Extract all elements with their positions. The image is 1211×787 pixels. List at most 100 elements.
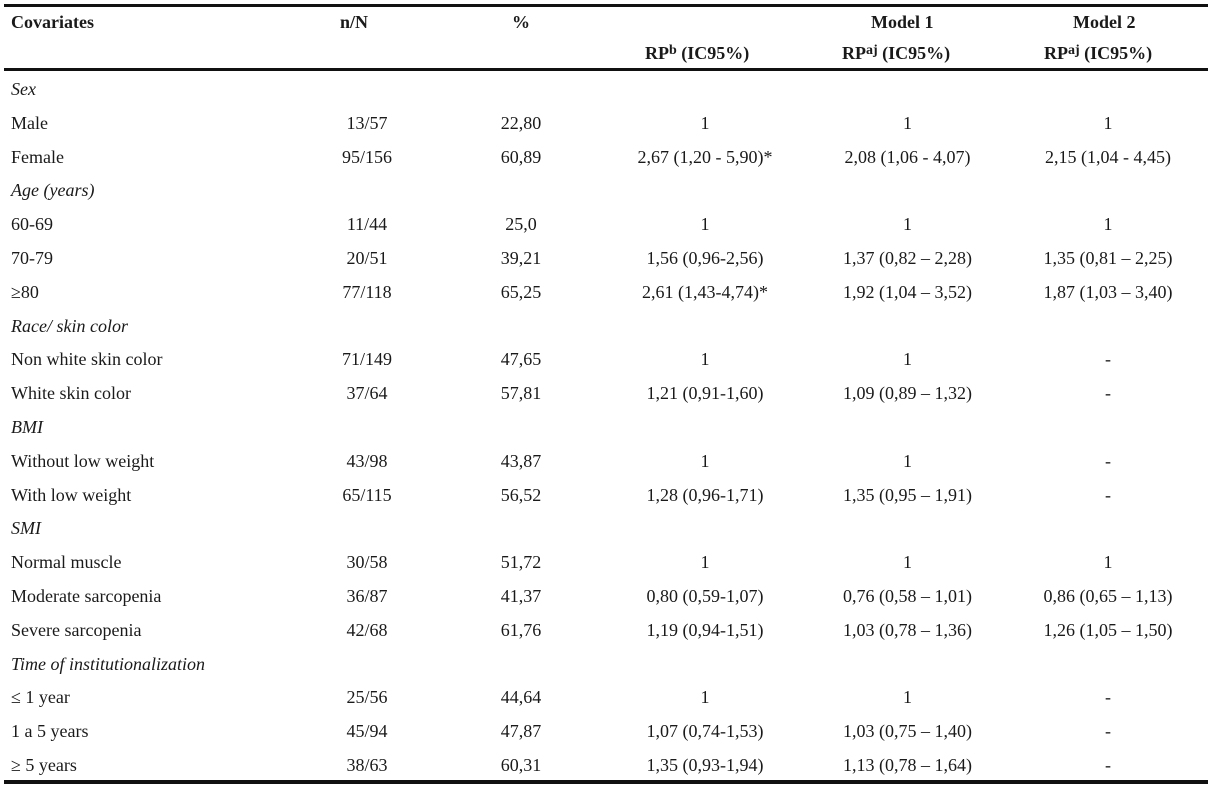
rp-label: RP xyxy=(645,43,669,63)
section-row: Race/ skin color xyxy=(0,309,1211,343)
covariate-label: Non white skin color xyxy=(11,349,163,370)
covariate-label: 60-69 xyxy=(11,214,53,235)
covariate-group-label: SMI xyxy=(11,518,41,539)
rp-superscript: b xyxy=(669,43,677,58)
rp-crude-cell: 1,28 (0,96-1,71) xyxy=(646,484,764,505)
n-over-n-cell: 43/98 xyxy=(346,450,388,471)
model-1-cell: 1 xyxy=(903,552,912,573)
header-covariates: Covariates xyxy=(11,12,94,32)
model-1-cell: 1 xyxy=(903,687,912,708)
table-header-rule xyxy=(4,68,1208,71)
rp-crude-cell: 1 xyxy=(700,214,710,235)
table-row: ≥ 5 years 38/63 60,31 1,35 (0,93-1,94) 1,13 … xyxy=(0,748,1211,782)
table-row: Normal muscle 30/58 51,72 1 1 1 xyxy=(0,545,1211,579)
table-top-rule xyxy=(4,4,1208,7)
rp-crude-cell: 2,67 (1,20 - 5,90)* xyxy=(637,146,773,167)
percent-cell: 57,81 xyxy=(500,383,542,404)
percent-cell: 65,25 xyxy=(500,281,542,302)
percent-cell: 61,76 xyxy=(500,619,542,640)
percent-cell: 47,87 xyxy=(500,721,542,742)
rp-suffix: (IC95%) xyxy=(676,43,750,63)
model-2-cell: 0,86 (0,65 – 1,13) xyxy=(1043,585,1173,606)
model-2-cell: - xyxy=(1105,484,1111,505)
covariate-label: Without low weight xyxy=(11,450,155,471)
header-n-over-n: n/N xyxy=(340,12,369,32)
rp-crude-cell: 1,35 (0,93-1,94) xyxy=(646,754,764,775)
n-over-n-cell: 42/68 xyxy=(346,619,388,640)
n-over-n-cell: 13/57 xyxy=(346,112,388,133)
model-2-cell: - xyxy=(1105,349,1111,370)
percent-cell: 22,80 xyxy=(500,112,542,133)
rp-crude-cell: 1,19 (0,94-1,51) xyxy=(646,619,764,640)
rp-superscript: aj xyxy=(866,43,878,58)
table-row: ≥80 77/118 65,25 2,61 (1,43-4,74)* 1,92 (1,0… xyxy=(0,275,1211,309)
rp-crude-cell: 1,56 (0,96-2,56) xyxy=(646,247,764,268)
covariate-group-label: BMI xyxy=(11,416,43,437)
covariate-label: ≤ 1 year xyxy=(11,687,70,708)
n-over-n-cell: 71/149 xyxy=(341,349,392,370)
rp-crude-cell: 1,21 (0,91-1,60) xyxy=(646,383,764,404)
rp-label: RP xyxy=(1044,43,1068,63)
model-2-cell: 1,35 (0,81 – 2,25) xyxy=(1043,247,1173,268)
covariate-label: 70-79 xyxy=(11,247,53,268)
model-2-cell: 1,26 (1,05 – 1,50) xyxy=(1043,619,1173,640)
table-row: Without low weight 43/98 43,87 1 1 - xyxy=(0,444,1211,478)
model-2-cell: - xyxy=(1105,754,1111,775)
n-over-n-cell: 65/115 xyxy=(342,484,392,505)
table-bottom-rule xyxy=(4,780,1208,784)
n-over-n-cell: 77/118 xyxy=(342,281,392,302)
model-1-cell: 0,76 (0,58 – 1,01) xyxy=(843,585,972,606)
model-2-cell: 1 xyxy=(1103,214,1113,235)
rp-crude-cell: 0,80 (0,59-1,07) xyxy=(646,585,764,606)
n-over-n-cell: 20/51 xyxy=(346,247,388,268)
model-1-cell: 1 xyxy=(903,349,912,370)
model-1-cell: 1,03 (0,75 – 1,40) xyxy=(843,721,972,742)
rp-crude-cell: 1 xyxy=(700,450,710,471)
table-row: ≤ 1 year 25/56 44,64 1 1 - xyxy=(0,680,1211,714)
percent-cell: 43,87 xyxy=(500,450,542,471)
table-row: White skin color 37/64 57,81 1,21 (0,91-1,6… xyxy=(0,376,1211,410)
model-1-cell: 1 xyxy=(903,214,912,235)
percent-cell: 44,64 xyxy=(500,687,542,708)
rp-crude-cell: 1 xyxy=(700,552,710,573)
percent-cell: 39,21 xyxy=(500,247,542,268)
covariate-label: Moderate sarcopenia xyxy=(11,585,162,606)
table-row: Female 95/156 60,89 2,67 (1,20 - 5,90)* 2,08… xyxy=(0,140,1211,174)
header-percent: % xyxy=(512,12,530,32)
model-1-cell: 2,08 (1,06 - 4,07) xyxy=(844,146,971,167)
table-row: Non white skin color 71/149 47,65 1 1 - xyxy=(0,342,1211,376)
header-rp-crude: RPb (IC95%) xyxy=(645,43,749,64)
n-over-n-cell: 30/58 xyxy=(346,552,388,573)
table-row: With low weight 65/115 56,52 1,28 (0,96-1,7… xyxy=(0,478,1211,512)
n-over-n-cell: 45/94 xyxy=(346,721,388,742)
covariate-label: ≥80 xyxy=(11,281,39,302)
table-header: Covariates n/N % Model 1 Model 2 RPb (IC… xyxy=(0,10,1211,66)
covariate-label: Female xyxy=(11,146,64,167)
table-body: Sex Male 13/57 22,80 1 1 1 Female 95/156 60,89 2,6… xyxy=(0,72,1211,782)
percent-cell: 60,89 xyxy=(500,146,542,167)
table-row: Male 13/57 22,80 1 1 1 xyxy=(0,106,1211,140)
percent-cell: 41,37 xyxy=(500,585,542,606)
table-row: 1 a 5 years 45/94 47,87 1,07 (0,74-1,53) 1,0… xyxy=(0,714,1211,748)
model-2-cell: 2,15 (1,04 - 4,45) xyxy=(1045,146,1171,167)
table-row: 60-69 11/44 25,0 1 1 1 xyxy=(0,207,1211,241)
rp-crude-cell: 2,61 (1,43-4,74)* xyxy=(642,281,768,302)
n-over-n-cell: 38/63 xyxy=(346,754,388,775)
section-row: Time of institutionalization xyxy=(0,647,1211,681)
percent-cell: 51,72 xyxy=(500,552,542,573)
n-over-n-cell: 95/156 xyxy=(341,146,392,167)
section-row: SMI xyxy=(0,511,1211,545)
rp-crude-cell: 1 xyxy=(700,112,710,133)
section-row: Sex xyxy=(0,72,1211,106)
model-2-cell: - xyxy=(1105,721,1111,742)
table-row: Severe sarcopenia 42/68 61,76 1,19 (0,94-1,… xyxy=(0,613,1211,647)
covariate-label: Normal muscle xyxy=(11,552,122,573)
header-rp-adjusted-model-2: RPaj (IC95%) xyxy=(1044,43,1152,64)
percent-cell: 60,31 xyxy=(500,754,542,775)
model-2-cell: 1,87 (1,03 – 3,40) xyxy=(1043,281,1173,302)
table-row: Moderate sarcopenia 36/87 41,37 0,80 (0,59-… xyxy=(0,579,1211,613)
model-1-cell: 1 xyxy=(903,450,912,471)
header-model-1: Model 1 xyxy=(871,12,934,32)
table-row: 70-79 20/51 39,21 1,56 (0,96-2,56) 1,37 (0,8… xyxy=(0,241,1211,275)
rp-suffix: (IC95%) xyxy=(1079,43,1153,63)
